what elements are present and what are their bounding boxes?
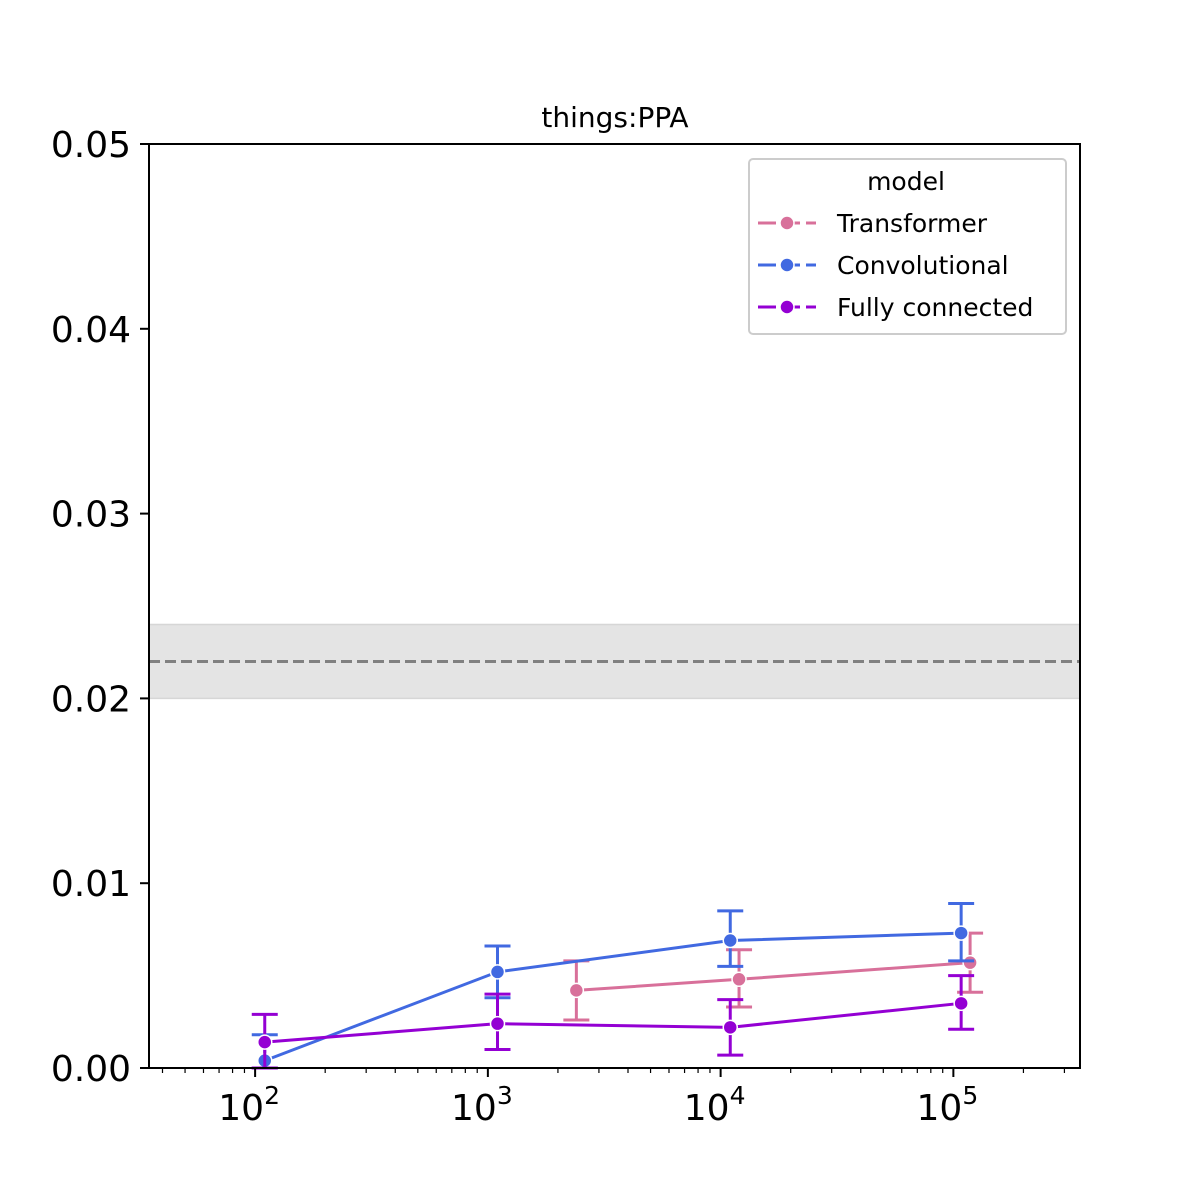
y-tick-label: 0.00: [51, 1049, 131, 1090]
series-fully-connected: [251, 974, 975, 1070]
legend-box: [748, 158, 1067, 335]
data-point: [257, 1034, 273, 1050]
plot-area: [148, 623, 1081, 1070]
legend: model Transformer Convolutional Fully conne…: [748, 158, 1067, 335]
plot-frame: [148, 143, 1081, 1069]
series-line-transformer: [576, 961, 971, 992]
y-tick-label: 0.04: [51, 310, 131, 351]
x-tick-label: 103: [451, 1081, 513, 1129]
series-line-convolutional: [264, 931, 962, 1063]
data-point: [568, 982, 585, 999]
legend-title: model: [867, 167, 945, 196]
y-tick-label: 0.05: [51, 125, 131, 166]
y-tick-label: 0.01: [51, 864, 131, 905]
data-point: [489, 1015, 506, 1032]
legend-label-fully-connected: Fully connected: [837, 293, 1033, 322]
data-point: [953, 995, 969, 1012]
x-tick-label: 104: [684, 1081, 746, 1129]
data-point: [722, 1019, 739, 1036]
axes: 0.00 0.01 0.02 0.03 0.04 0.05 102 103 104 105: [51, 125, 1081, 1129]
y-tick-label: 0.02: [51, 679, 131, 720]
series-convolutional: [251, 902, 975, 1070]
data-point: [962, 954, 978, 971]
y-tick-label: 0.03: [51, 495, 131, 536]
data-point: [489, 964, 506, 980]
legend-label-transformer: Transformer: [836, 209, 988, 238]
data-point: [722, 932, 739, 949]
series-line-fully-connected: [264, 1001, 962, 1044]
data-point: [731, 971, 747, 988]
chart-title: things:PPA: [541, 101, 688, 134]
x-tick-label: 105: [917, 1081, 979, 1129]
legend-marker-fully-connected: [779, 299, 795, 315]
data-point: [953, 925, 969, 941]
legend-label-convolutional: Convolutional: [837, 251, 1009, 280]
legend-marker-convolutional: [779, 257, 795, 273]
legend-marker-transformer: [779, 215, 795, 231]
x-tick-label: 102: [218, 1081, 280, 1129]
